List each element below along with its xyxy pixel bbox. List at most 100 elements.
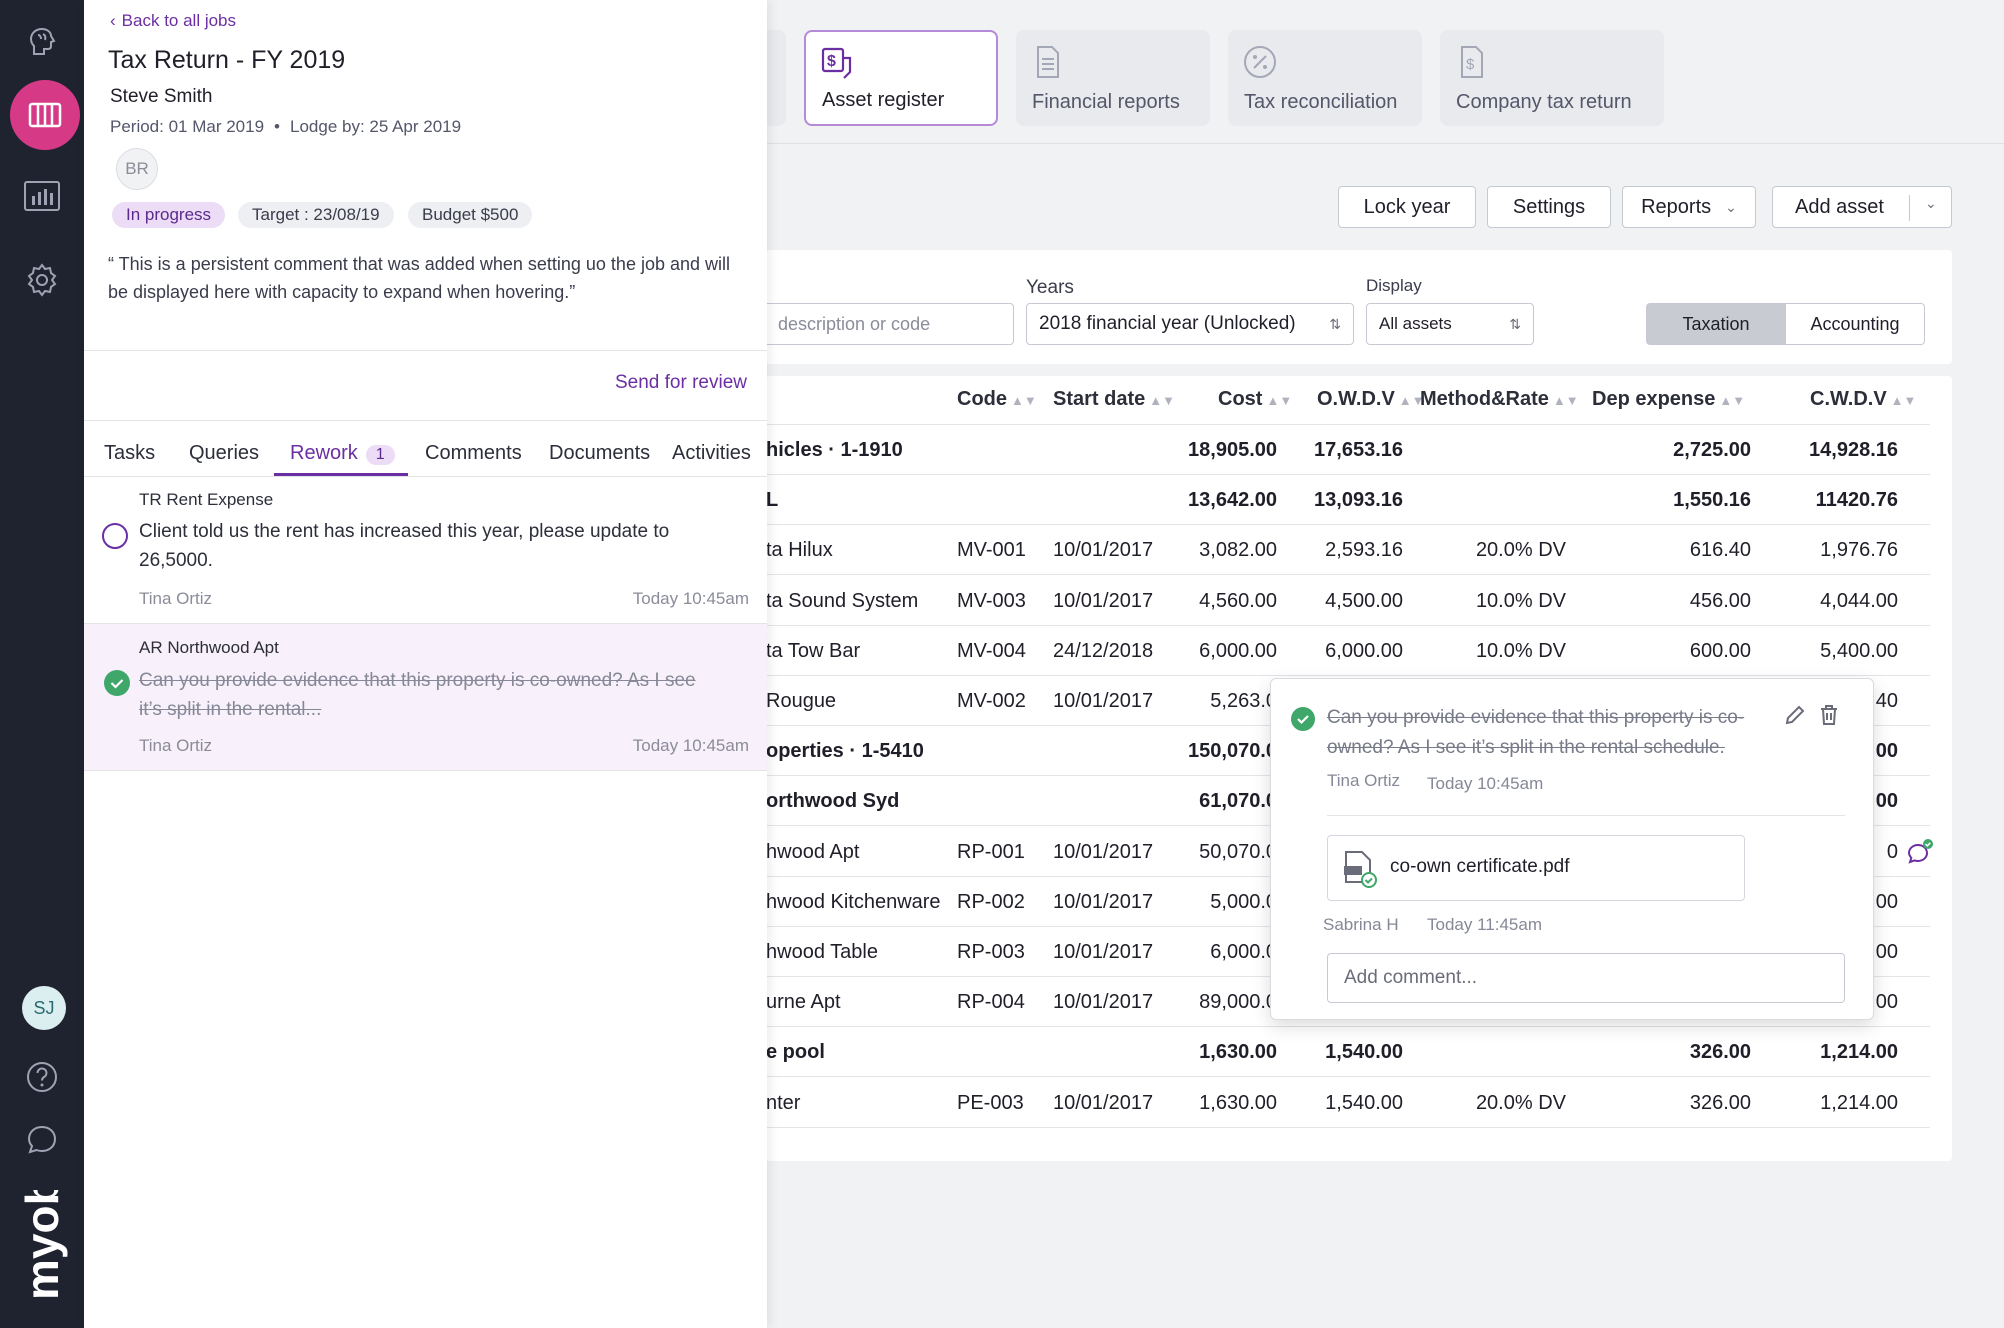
popover-author: Tina Ortiz [1327,771,1401,790]
col-header-owdv[interactable]: O.W.D.V ▲▼ [1317,388,1425,410]
nav-tile-asset-register[interactable]: $ Asset register [804,30,998,126]
cell-name: ta Sound System [766,589,919,612]
pdf-file-icon [1344,851,1377,888]
cell-owdv: 6,000.00 [1325,639,1403,662]
display-select[interactable]: All assets ⇅ [1366,303,1534,345]
col-header-dep-expense[interactable]: Dep expense ▲▼ [1592,388,1746,410]
tab-documents[interactable]: Documents [549,442,651,464]
col-header-method-rate[interactable]: Method&Rate ▲▼ [1420,388,1579,410]
table-row[interactable]: ta Sound System MV-003 10/01/2017 4,560.00 4… [766,576,1930,626]
table-row[interactable]: ta Hilux MV-001 10/01/2017 3,082.00 2,593.16… [766,525,1930,576]
cell-cwdv: 14,928.16 [1809,439,1898,461]
cell-cost: 50,070.0 [1199,840,1277,863]
cell-start: 24/12/2018 [1053,639,1154,662]
cell-cost: 4,560.00 [1199,589,1277,612]
item-author: Tina Ortiz [139,736,213,755]
cell-method: 10.0% DV [1475,639,1566,662]
cell-name: orthwood Syd [766,790,900,813]
table-row[interactable]: ta Tow Bar MV-004 24/12/2018 6,000.00 6,000.… [766,626,1930,676]
chevron-left-icon: ‹ [110,11,116,30]
delete-trash-icon[interactable] [1817,703,1841,733]
tab-rework[interactable]: Rework 1 [290,442,395,465]
table-row[interactable]: urne Apt RP-004 10/01/2017 89,000.0 00 [766,977,1930,1028]
cell-name: hwood Kitchenware [766,890,941,913]
comment-resolved-icon[interactable] [1906,838,1936,868]
send-for-review-link[interactable]: Send for review [614,372,747,393]
cell-code: RP-001 [957,840,1025,863]
add-comment-input[interactable]: Add comment... [1327,953,1845,1003]
help-icon[interactable] [20,1055,64,1099]
asset-icon: $ [821,47,852,79]
reports-dropdown-button[interactable]: Reports ⌄ [1622,186,1756,228]
cell-cwdv: 11420.76 [1815,489,1898,512]
edit-pencil-icon[interactable] [1783,703,1807,733]
cell-code: MV-004 [957,639,1026,662]
nav-tile-company-tax-return[interactable]: $ Company tax return [1440,30,1664,126]
reports-nav-icon[interactable] [20,174,64,218]
cell-code: MV-001 [957,539,1026,562]
item-title: AR Northwood Apt [139,638,279,657]
resolved-check-icon[interactable] [1291,707,1315,737]
nav-tile-hidden[interactable] [766,30,786,126]
accounting-toggle[interactable]: Accounting [1785,303,1925,345]
rework-item[interactable]: AR Northwood Apt Can you provide evidenc… [84,624,767,771]
col-header-start-date[interactable]: Start date ▲▼ [1053,388,1175,410]
back-link[interactable]: ‹ Back to all jobs [110,11,237,30]
tab-comments[interactable]: Comments [425,442,522,464]
cell-method: 20.0% DV [1475,1091,1566,1114]
cell-cost: 1,630.00 [1199,1091,1277,1114]
cell-cwdv: 1,214.00 [1820,1091,1898,1114]
nav-tile-financial-reports[interactable]: Financial reports [1016,30,1210,126]
budget-badge: Budget $500 [408,202,533,228]
module-tabs: $ Asset register Financial reports Tax r… [766,0,2004,144]
cell-cwdv: 1,214.00 [1820,1041,1898,1064]
tab-activities[interactable]: Activities [672,442,751,464]
cell-dep: 326.00 [1689,1091,1751,1114]
assignee-avatar[interactable]: BR [116,148,158,190]
cell-cwdv: 40 [1875,690,1898,712]
table-group-row[interactable]: e pool 1,630.00 1,540.00 326.00 1,214.00 [766,1027,1930,1078]
search-input[interactable]: description or code [766,303,1014,345]
lock-year-button[interactable]: Lock year [1338,186,1476,228]
col-header-code[interactable]: Code ▲▼ [957,388,1037,410]
attachment-file-name[interactable]: co-own certificate.pdf [1390,856,1570,877]
unresolved-circle-icon[interactable] [102,523,128,549]
settings-gear-icon[interactable] [20,258,64,302]
cell-code: RP-003 [957,941,1025,963]
table-row[interactable]: nter PE-003 10/01/2017 1,630.00 1,540.00 20.0… [766,1078,1930,1128]
add-asset-split-button[interactable]: Add asset ⌄ [1772,186,1952,228]
attachment-file[interactable]: co-own certificate.pdf [1327,835,1745,901]
item-time: Today 10:45am [632,736,749,755]
brain-logo-icon[interactable] [20,20,64,64]
tab-tasks[interactable]: Tasks [104,442,156,464]
col-header-cost[interactable]: Cost ▲▼ [1218,388,1293,410]
item-time: Today 10:45am [632,589,749,608]
resolved-check-icon[interactable] [104,670,130,702]
asset-register-main: $ Asset register Financial reports Tax r… [766,0,2004,1328]
cell-dep: 1,550.16 [1673,489,1751,512]
tab-queries[interactable]: Queries [189,442,260,464]
table-group-row[interactable]: hicles · 1-1910 18,905.00 17,653.16 2,725.0… [766,425,1930,475]
jobs-nav-icon[interactable] [10,80,80,150]
settings-button[interactable]: Settings [1487,186,1611,228]
item-text: Can you provide evidence that this prope… [139,670,696,720]
cell-cost: 18,905.00 [1188,439,1277,461]
rework-item[interactable]: TR Rent Expense Client told us the rent … [84,477,767,624]
col-header-cwdv[interactable]: C.W.D.V ▲▼ [1810,388,1917,410]
chat-icon[interactable] [20,1118,64,1162]
years-select[interactable]: 2018 financial year (Unlocked) ⇅ [1026,303,1354,345]
cell-owdv: 4,500.00 [1325,589,1403,612]
cell-name: hwood Table [766,941,878,963]
table-group-row[interactable]: L 13,642.00 13,093.16 1,550.16 11420.76 [766,475,1930,526]
job-title: Tax Return - FY 2019 [108,46,346,74]
taxation-toggle[interactable]: Taxation [1646,303,1786,345]
user-avatar[interactable]: SJ [22,986,66,1030]
cell-name: ta Tow Bar [766,639,861,662]
cell-owdv: 1,540.00 [1325,1041,1403,1064]
nav-tile-tax-reconciliation[interactable]: Tax reconciliation [1228,30,1422,126]
cell-cwdv: 00 [1875,941,1898,963]
cell-cwdv: 4,044.00 [1820,589,1898,612]
cell-cwdv: 00 [1875,991,1898,1014]
chevron-down-icon[interactable]: ⌄ [1925,195,1937,211]
cell-name: hicles · 1-1910 [766,439,903,461]
